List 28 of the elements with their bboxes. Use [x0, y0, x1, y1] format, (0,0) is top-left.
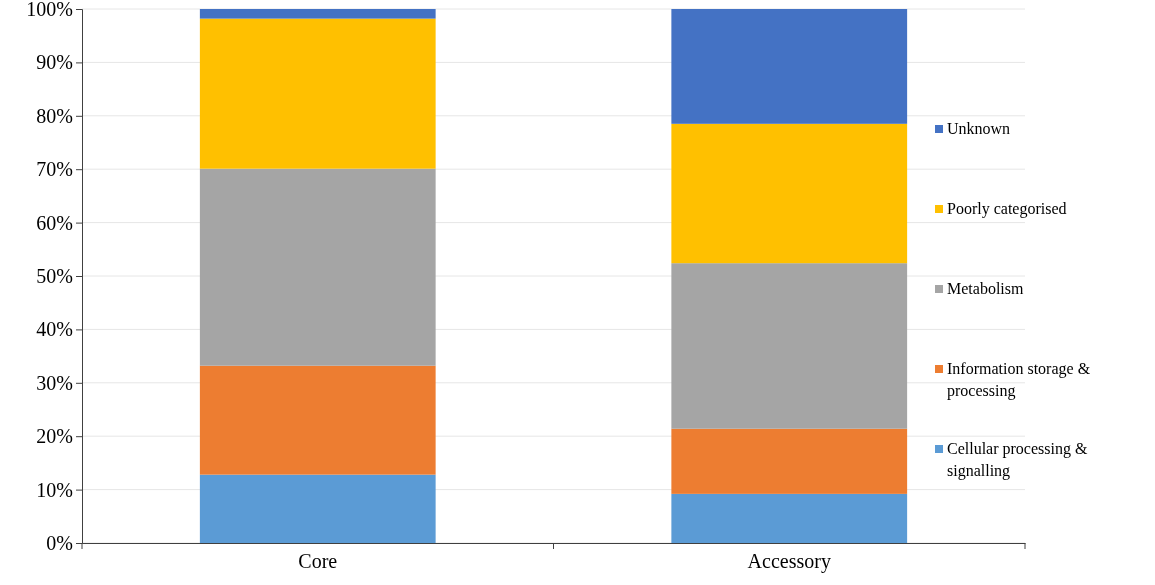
- y-tick-label: 30%: [36, 371, 73, 394]
- y-tick-label: 100%: [26, 0, 73, 20]
- y-tick-label: 10%: [36, 478, 73, 501]
- bar: [199, 474, 436, 543]
- bar: [671, 9, 908, 124]
- y-tick-label: 90%: [36, 51, 73, 74]
- bar: [199, 365, 436, 475]
- y-tick-label: 80%: [36, 104, 73, 127]
- x-tick-label: Core: [298, 550, 338, 572]
- y-tick-label: 0%: [46, 531, 73, 554]
- x-tick-label: Accessory: [747, 550, 831, 573]
- bar: [199, 18, 436, 169]
- y-tick-label: 50%: [36, 264, 73, 287]
- y-tick-label: 60%: [36, 211, 73, 234]
- bar: [671, 428, 908, 494]
- legend-label: Cellular processing & signalling: [947, 440, 1088, 481]
- legend-label: Poorly categorised: [947, 200, 1067, 218]
- bar: [671, 493, 908, 543]
- bar: [671, 123, 908, 264]
- bar: [199, 9, 436, 19]
- bar: [671, 263, 908, 429]
- legend-label: Unknown: [947, 120, 1011, 137]
- bar: [199, 168, 436, 366]
- legend-label: Metabolism: [947, 280, 1024, 297]
- y-tick-label: 40%: [36, 318, 73, 341]
- legend-label: Information storage & processing: [947, 360, 1091, 401]
- y-tick-label: 20%: [36, 425, 73, 448]
- y-tick-label: 70%: [36, 158, 73, 181]
